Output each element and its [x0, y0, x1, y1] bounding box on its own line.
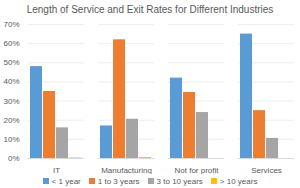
svg-text:30%: 30%	[3, 97, 19, 106]
svg-text:Services: Services	[251, 166, 282, 174]
html-text:1 to 3 years: 1 to 3 years	[97, 176, 140, 186]
html-text:< 1 year: < 1 year	[51, 176, 81, 186]
html-text:> 10 years: > 10 years	[219, 176, 258, 186]
svg-text:50%: 50%	[3, 58, 19, 67]
svg-text:10%: 10%	[3, 135, 19, 144]
html-text:3 to 10 years: 3 to 10 years	[156, 176, 203, 186]
svg-text:Manufacturing: Manufacturing	[101, 166, 152, 174]
svg-text:40%: 40%	[3, 77, 19, 86]
svg-text:0%: 0%	[8, 154, 20, 163]
svg-text:70%: 70%	[3, 20, 19, 29]
svg-text:60%: 60%	[3, 39, 19, 48]
svg-text:IT: IT	[53, 166, 60, 174]
html-text:Length of Service and Exit Rat: Length of Service and Exit Rates for Dif…	[26, 4, 274, 15]
svg-text:Not for profit: Not for profit	[174, 166, 219, 174]
svg-text:20%: 20%	[3, 116, 19, 125]
